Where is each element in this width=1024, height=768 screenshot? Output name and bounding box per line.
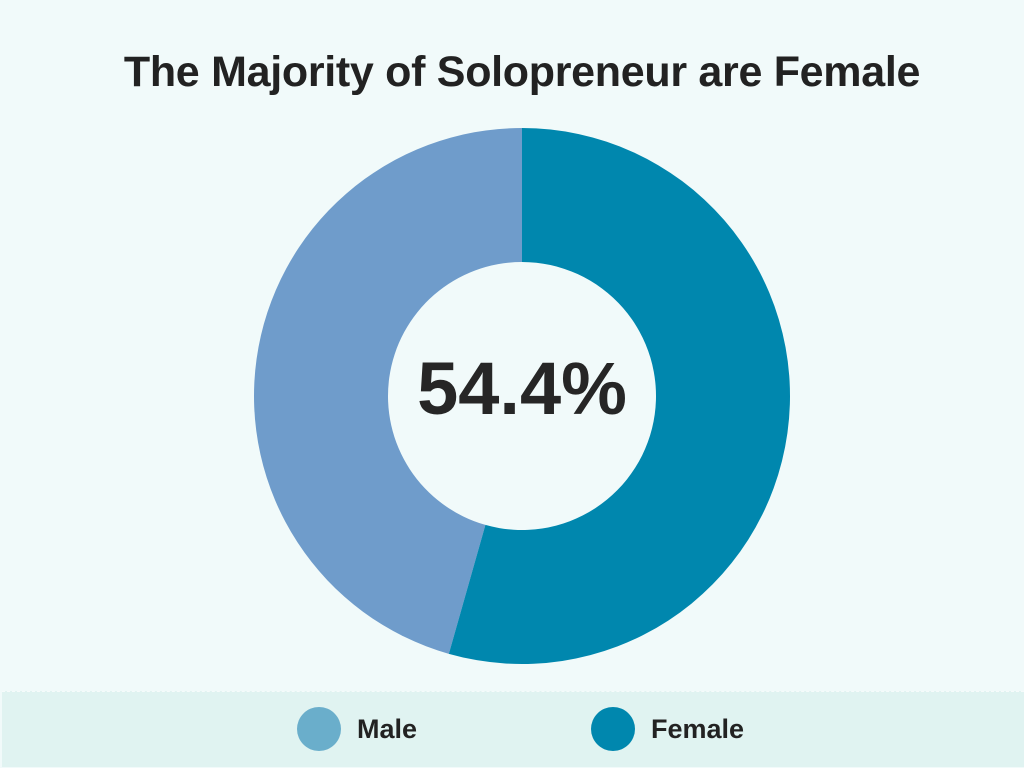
donut-svg: [254, 128, 790, 664]
legend-label-female: Female: [651, 713, 745, 744]
legend-dot-female-icon: [591, 707, 635, 751]
legend-item-female: Female: [591, 707, 744, 751]
legend: Male Female: [2, 691, 1024, 767]
slice-male: [254, 128, 523, 654]
slice-female: [448, 128, 790, 664]
chart-title: The Majority of Solopreneur are Female: [123, 48, 921, 96]
center-percentage: 54.4%: [417, 347, 627, 430]
legend-dot-male-icon: [297, 707, 341, 751]
legend-label-male: Male: [357, 713, 418, 744]
donut-chart: 54.4%: [254, 128, 790, 664]
legend-item-male: Male: [297, 707, 417, 751]
